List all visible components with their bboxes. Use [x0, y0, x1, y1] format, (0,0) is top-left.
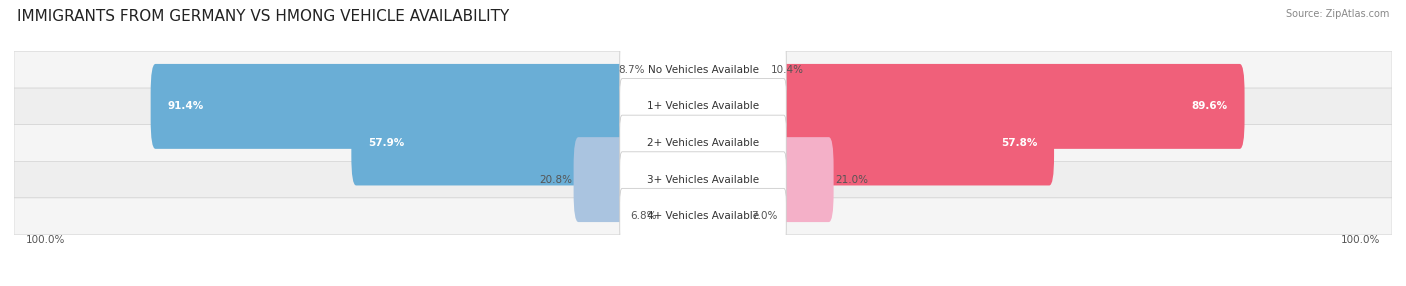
FancyBboxPatch shape [699, 101, 1054, 185]
FancyBboxPatch shape [620, 42, 786, 98]
Text: IMMIGRANTS FROM GERMANY VS HMONG VEHICLE AVAILABILITY: IMMIGRANTS FROM GERMANY VS HMONG VEHICLE… [17, 9, 509, 23]
Text: Source: ZipAtlas.com: Source: ZipAtlas.com [1285, 9, 1389, 19]
FancyBboxPatch shape [620, 79, 786, 134]
FancyBboxPatch shape [620, 115, 786, 171]
Text: 8.7%: 8.7% [619, 65, 645, 75]
Text: 4+ Vehicles Available: 4+ Vehicles Available [647, 211, 759, 221]
Text: 89.6%: 89.6% [1192, 102, 1227, 111]
Text: 10.4%: 10.4% [772, 65, 804, 75]
Text: 57.8%: 57.8% [1001, 138, 1038, 148]
FancyBboxPatch shape [699, 137, 834, 222]
Text: 7.0%: 7.0% [751, 211, 778, 221]
FancyBboxPatch shape [14, 88, 1392, 125]
Text: 21.0%: 21.0% [835, 175, 868, 184]
FancyBboxPatch shape [699, 27, 770, 112]
Text: 91.4%: 91.4% [167, 102, 204, 111]
Text: 2+ Vehicles Available: 2+ Vehicles Available [647, 138, 759, 148]
Text: 57.9%: 57.9% [368, 138, 405, 148]
Text: 100.0%: 100.0% [1340, 235, 1379, 245]
FancyBboxPatch shape [647, 27, 707, 112]
FancyBboxPatch shape [14, 198, 1392, 235]
FancyBboxPatch shape [620, 188, 786, 244]
Text: 1+ Vehicles Available: 1+ Vehicles Available [647, 102, 759, 111]
Text: 100.0%: 100.0% [27, 235, 66, 245]
FancyBboxPatch shape [620, 152, 786, 207]
FancyBboxPatch shape [574, 137, 707, 222]
FancyBboxPatch shape [352, 101, 707, 185]
Text: 6.8%: 6.8% [630, 211, 657, 221]
FancyBboxPatch shape [14, 125, 1392, 161]
Text: No Vehicles Available: No Vehicles Available [648, 65, 758, 75]
FancyBboxPatch shape [150, 64, 707, 149]
FancyBboxPatch shape [658, 174, 707, 259]
Text: 20.8%: 20.8% [540, 175, 572, 184]
FancyBboxPatch shape [699, 64, 1244, 149]
FancyBboxPatch shape [14, 51, 1392, 88]
FancyBboxPatch shape [699, 174, 749, 259]
FancyBboxPatch shape [14, 161, 1392, 198]
Text: 3+ Vehicles Available: 3+ Vehicles Available [647, 175, 759, 184]
